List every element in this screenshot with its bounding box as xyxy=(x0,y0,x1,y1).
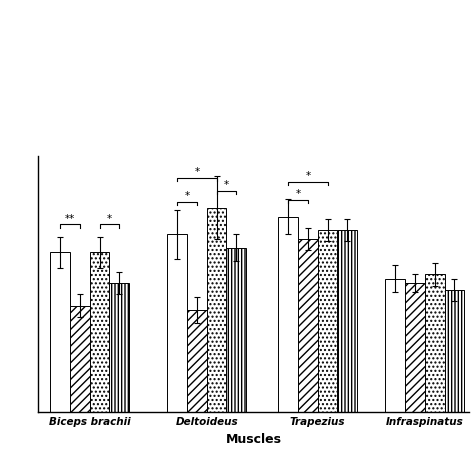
Bar xyxy=(109,283,129,412)
Bar xyxy=(167,234,187,412)
Bar xyxy=(445,290,465,412)
Text: *: * xyxy=(107,214,112,224)
Bar xyxy=(278,217,298,412)
Text: *: * xyxy=(184,191,190,201)
Text: *: * xyxy=(305,171,310,182)
Bar xyxy=(70,306,90,412)
Bar xyxy=(405,283,425,412)
Text: *: * xyxy=(295,189,301,199)
Bar xyxy=(50,252,70,412)
Bar xyxy=(90,252,109,412)
X-axis label: Muscles: Muscles xyxy=(226,433,282,446)
Bar xyxy=(337,230,357,412)
Text: *: * xyxy=(224,180,229,190)
Bar xyxy=(318,230,337,412)
Text: *: * xyxy=(194,167,200,177)
Bar xyxy=(187,310,207,412)
Bar xyxy=(207,208,227,412)
Bar xyxy=(298,239,318,412)
Text: **: ** xyxy=(65,214,75,224)
Bar xyxy=(425,274,445,412)
Bar xyxy=(385,279,405,412)
Bar xyxy=(227,248,246,412)
